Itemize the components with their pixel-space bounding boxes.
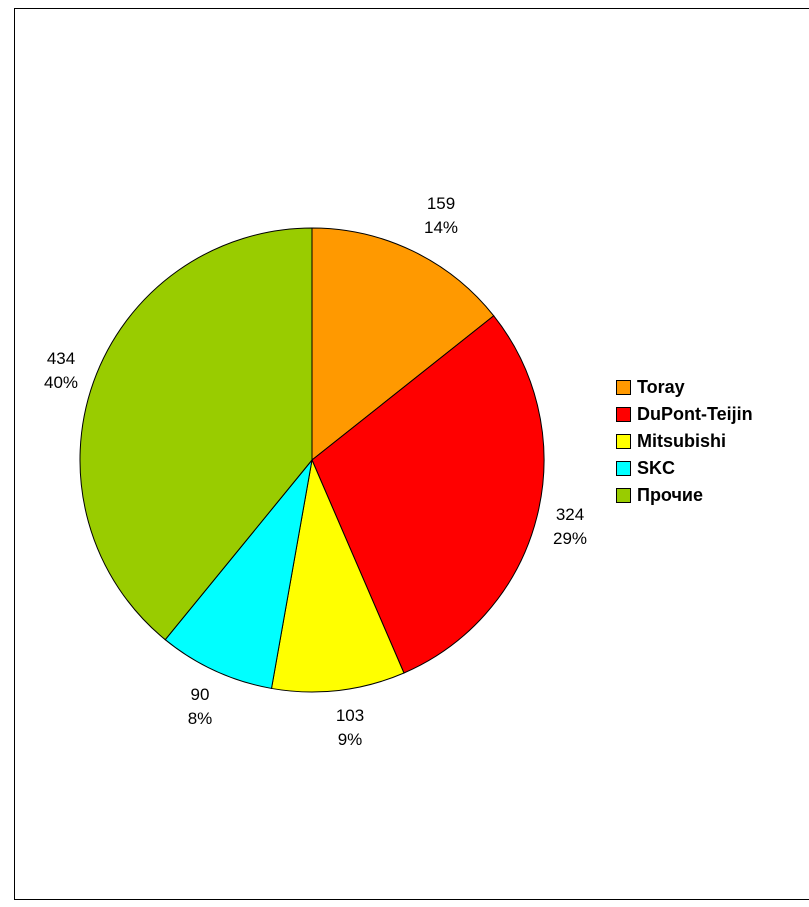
legend-item: Mitsubishi: [616, 428, 753, 455]
legend-swatch: [616, 380, 631, 395]
legend: Toray DuPont-Teijin Mitsubishi SKC Прочие: [616, 374, 753, 509]
pie-slice-dupont-teijin: [311, 315, 545, 674]
legend-label: Toray: [637, 377, 685, 397]
legend-item: Прочие: [616, 482, 753, 509]
data-label-value: 159: [427, 194, 455, 213]
legend-label: Прочие: [637, 485, 704, 505]
data-label-percent: 14%: [424, 218, 458, 237]
data-label-value: 90: [191, 685, 210, 704]
legend-swatch: [616, 434, 631, 449]
legend-item: Toray: [616, 374, 753, 401]
data-label-value: 434: [47, 349, 75, 368]
data-label-value: 324: [556, 505, 584, 524]
legend-item: SKC: [616, 455, 753, 482]
legend-label: Mitsubishi: [637, 431, 726, 451]
data-label-value: 103: [336, 706, 364, 725]
legend-swatch: [616, 461, 631, 476]
legend-swatch: [616, 488, 631, 503]
legend-item: DuPont-Teijin: [616, 401, 753, 428]
pie-slice-toray: [311, 227, 495, 462]
pie-slice-skc: [164, 458, 313, 690]
pie-slice-прочие: [79, 227, 313, 641]
legend-label: DuPont-Teijin: [637, 404, 753, 424]
data-label-percent: 40%: [44, 373, 78, 392]
pie-slice-mitsubishi: [270, 458, 405, 693]
data-label-percent: 9%: [338, 730, 363, 749]
legend-label: SKC: [637, 458, 676, 478]
data-label-percent: 29%: [553, 529, 587, 548]
data-label-percent: 8%: [188, 709, 213, 728]
legend-swatch: [616, 407, 631, 422]
